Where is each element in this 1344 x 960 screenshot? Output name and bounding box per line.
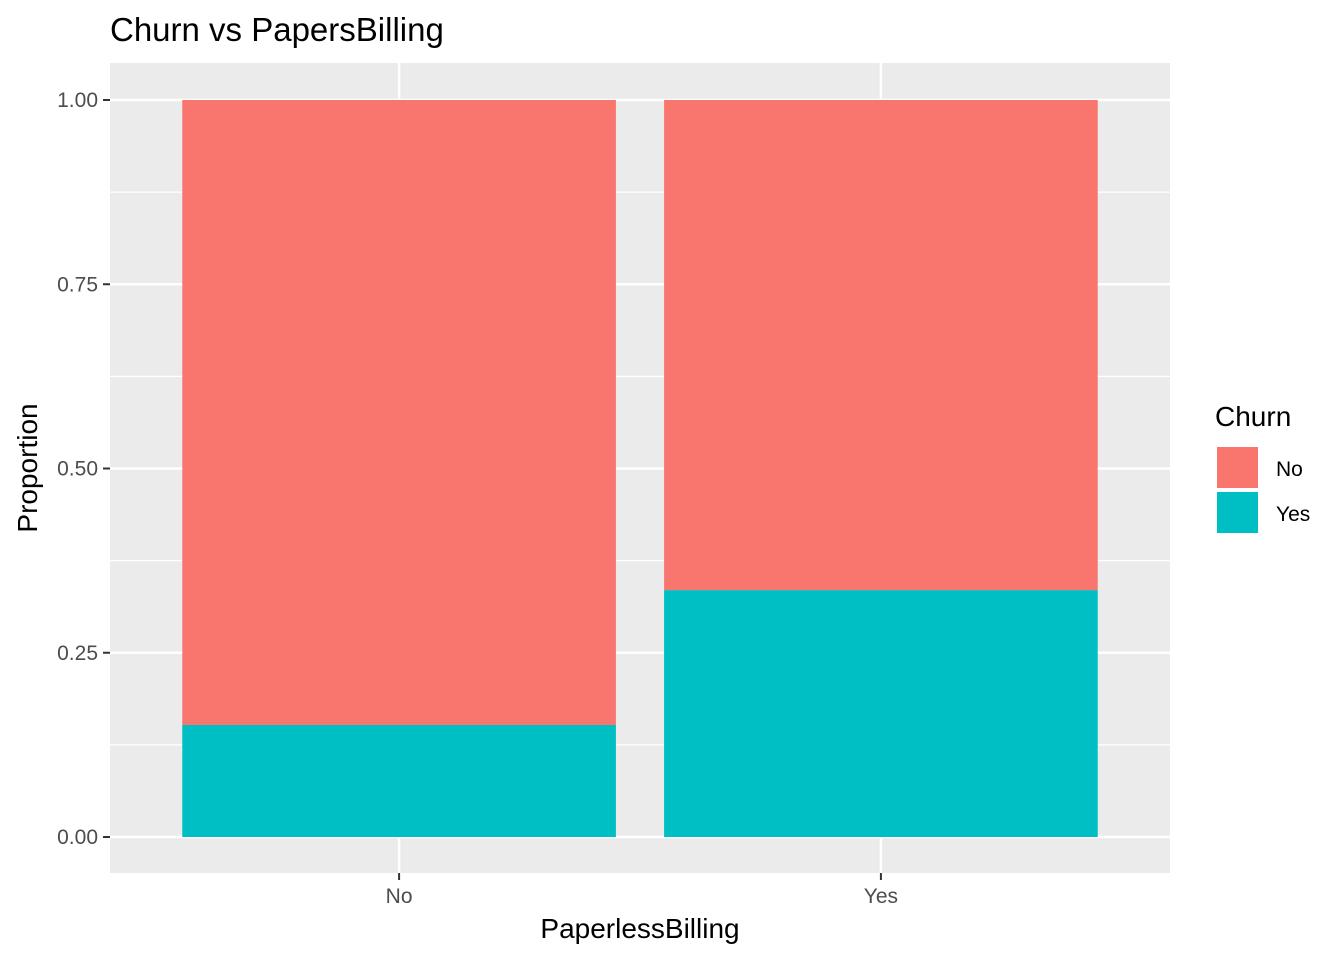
y-tick-label: 0.50: [57, 458, 98, 481]
y-axis-title: Proportion: [12, 403, 43, 532]
legend-label-yes: Yes: [1276, 503, 1310, 526]
legend-key-yes: [1215, 490, 1260, 535]
bar-yes-yes: [664, 590, 1098, 837]
legend-label-no: No: [1276, 458, 1303, 481]
x-tick-label: Yes: [864, 885, 898, 908]
x-axis: No Yes: [386, 873, 898, 908]
bars: [182, 100, 1098, 837]
bar-no-no: [182, 100, 616, 725]
bar-no-yes: [182, 724, 616, 837]
x-axis-title: PaperlessBilling: [540, 913, 739, 944]
legend-key-no: [1215, 445, 1260, 490]
x-tick-label: No: [386, 885, 413, 908]
chart-title: Churn vs PapersBilling: [110, 11, 444, 48]
y-tick-label: 1.00: [57, 89, 98, 112]
y-tick-label: 0.00: [57, 826, 98, 849]
legend: Churn No Yes: [1215, 401, 1310, 535]
legend-title: Churn: [1215, 401, 1291, 432]
y-axis: 0.00 0.25 0.50 0.75 1.00: [57, 89, 110, 849]
y-tick-label: 0.25: [57, 642, 98, 665]
bar-yes-no: [664, 100, 1098, 591]
y-tick-label: 0.75: [57, 273, 98, 296]
